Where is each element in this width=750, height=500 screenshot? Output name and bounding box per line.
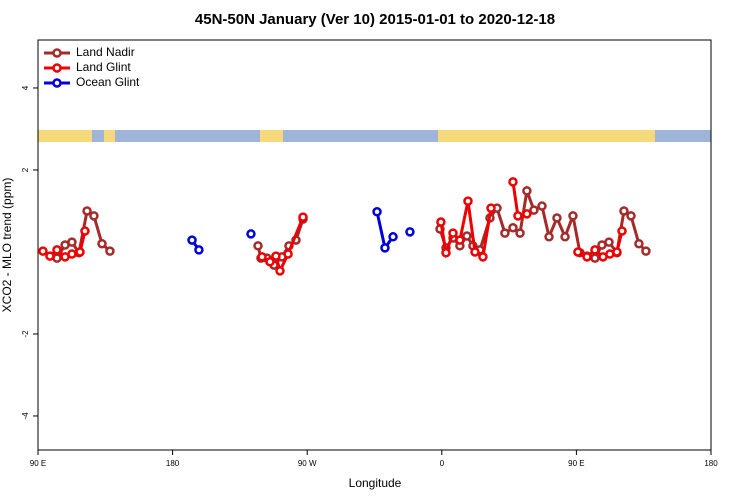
point [582, 252, 592, 262]
point [380, 243, 390, 253]
point [529, 205, 539, 215]
plot-frame [37, 39, 712, 451]
point [80, 226, 90, 236]
point [271, 251, 281, 261]
point [641, 246, 651, 256]
point [552, 213, 562, 223]
series-line [42, 181, 624, 276]
x-tick-label: 90 E [568, 459, 584, 468]
point [89, 211, 99, 221]
point [372, 207, 382, 217]
point [45, 251, 55, 261]
point [626, 211, 636, 221]
point [500, 228, 510, 238]
point [573, 247, 583, 257]
point [462, 231, 472, 241]
point [470, 247, 480, 257]
point [246, 229, 256, 239]
point [82, 206, 92, 216]
point [97, 239, 107, 249]
y-tick-label: -4 [21, 412, 30, 420]
point [298, 212, 308, 222]
y-tick-label: -2 [21, 330, 30, 338]
x-tick-label: 90 E [30, 459, 46, 468]
point [455, 235, 465, 245]
point [253, 241, 263, 251]
series [189, 208, 414, 253]
legend-marker [52, 78, 62, 88]
point [522, 209, 532, 219]
point [486, 203, 496, 213]
point [617, 226, 627, 236]
point [568, 211, 578, 221]
chart-title: 45N-50N January (Ver 10) 2015-01-01 to 2… [195, 11, 555, 28]
legend-label: Ocean Glint [76, 75, 140, 89]
x-tick-label: 90 W [298, 459, 317, 468]
y-axis-label: XCO2 - MLO trend (ppm) [0, 178, 14, 313]
point [441, 248, 451, 258]
point [436, 217, 446, 227]
x-tick-label: 180 [704, 459, 718, 468]
point [52, 245, 62, 255]
point [604, 237, 614, 247]
point [194, 245, 204, 255]
point [75, 247, 85, 257]
point [265, 257, 275, 267]
point [275, 266, 285, 276]
point [590, 245, 600, 255]
x-tick-label: 180 [166, 459, 180, 468]
point [612, 247, 622, 257]
point [508, 223, 518, 233]
point [448, 228, 458, 238]
point [405, 227, 415, 237]
point [513, 211, 523, 221]
legend-marker [52, 48, 62, 58]
point [590, 253, 600, 263]
point [105, 246, 115, 256]
series [52, 184, 651, 270]
point [537, 201, 547, 211]
map-strip [38, 130, 711, 142]
y-tick-label: 4 [21, 85, 30, 90]
point [508, 177, 518, 187]
x-tick-label: 0 [440, 459, 445, 468]
point [187, 235, 197, 245]
point [634, 239, 644, 249]
point [515, 228, 525, 238]
x-axis-label: Longitude [349, 476, 402, 490]
point [560, 232, 570, 242]
point [619, 206, 629, 216]
point [283, 249, 293, 259]
point [67, 249, 77, 259]
legend-label: Land Glint [76, 60, 131, 74]
point [522, 186, 532, 196]
point [478, 252, 488, 262]
series-line [55, 184, 648, 268]
series [38, 177, 627, 276]
y-tick-label: 2 [21, 167, 30, 172]
point [388, 232, 398, 242]
point [67, 237, 77, 247]
point [544, 232, 554, 242]
legend-label: Land Nadir [76, 45, 135, 59]
point [38, 246, 48, 256]
legend-marker [52, 63, 62, 73]
point [257, 252, 267, 262]
point [463, 196, 473, 206]
